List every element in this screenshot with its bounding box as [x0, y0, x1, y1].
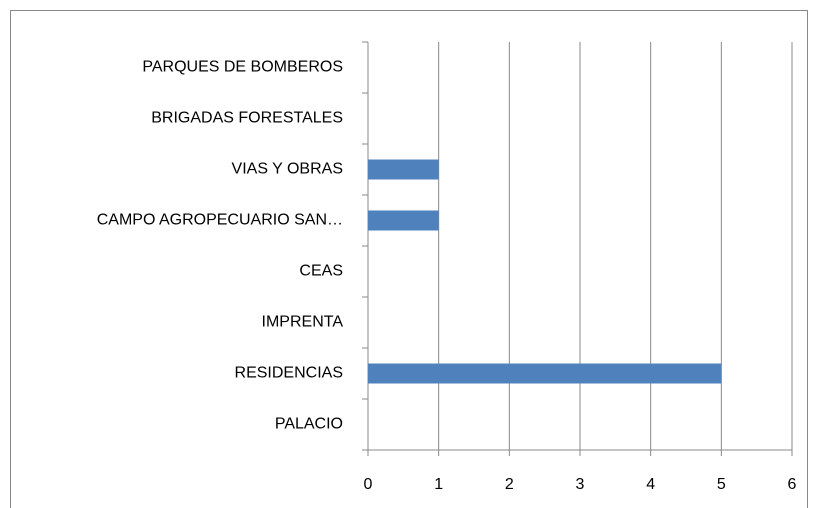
- y-tick-label: PARQUES DE BOMBEROS: [142, 59, 343, 76]
- x-tick-label: 3: [576, 476, 585, 493]
- x-tick-label: 2: [505, 476, 514, 493]
- y-tick-label: CEAS: [299, 263, 343, 280]
- y-tick-label: PALACIO: [275, 416, 343, 433]
- y-tick-label: CAMPO AGROPECUARIO SAN…: [97, 212, 343, 229]
- bar: [368, 363, 722, 384]
- chart-frame: [10, 10, 808, 508]
- y-tick-label: BRIGADAS FORESTALES: [151, 110, 343, 127]
- y-tick-label: VIAS Y OBRAS: [232, 161, 343, 178]
- x-tick-label: 5: [717, 476, 726, 493]
- x-tick-label: 4: [646, 476, 655, 493]
- y-tick-label: RESIDENCIAS: [235, 365, 343, 382]
- x-tick-label: 6: [788, 476, 797, 493]
- bar: [368, 210, 439, 231]
- x-tick-label: 0: [364, 476, 373, 493]
- y-tick-label: IMPRENTA: [262, 314, 344, 331]
- x-tick-label: 1: [434, 476, 443, 493]
- bar: [368, 159, 439, 180]
